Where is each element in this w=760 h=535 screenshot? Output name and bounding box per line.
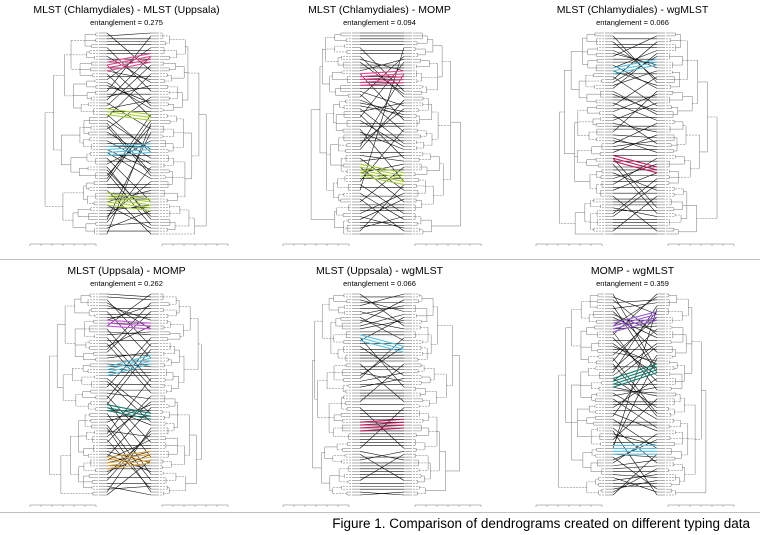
tanglegram [535,293,735,507]
panel-title: MLST (Chlamydiales) - wgMLST [556,4,709,16]
scale-axes [535,243,735,246]
leaf-labels [99,32,159,235]
cluster-highlights [612,58,658,174]
entanglement-label: entanglement = 0.094 [343,18,416,27]
dendrogram-pair [312,293,460,496]
panel-title: MOMP - wgMLST [590,265,675,277]
cluster-highlights [359,70,405,186]
tanglegram [282,293,482,507]
tanglegram [535,32,735,246]
dendrogram-pair [44,32,207,235]
panel-tanglegram: MLST (Chlamydiales) - MOMP entanglement … [253,0,506,257]
tanglegram [282,32,482,246]
panel-tanglegram: MOMP - wgMLST entanglement = 0.359 [506,261,759,518]
tanglegram [29,32,229,246]
scale-axes [535,504,735,507]
scale-axes [282,243,482,246]
dendrogram-pair [310,32,461,235]
entanglement-label: entanglement = 0.066 [596,18,669,27]
row-divider [0,259,760,260]
scale-axes [29,504,229,507]
caption-divider [0,512,760,513]
connector-lines [359,32,405,235]
entanglement-label: entanglement = 0.066 [343,279,416,288]
connector-lines [612,32,658,235]
cluster-highlights [359,334,405,432]
panel-title: MLST (Chlamydiales) - MOMP [308,4,451,16]
panel-tanglegram: MLST (Uppsala) - wgMLST entanglement = 0… [253,261,506,518]
leaf-labels [352,293,412,496]
dendrogram-pair [558,293,707,496]
panel-title: MLST (Uppsala) - wgMLST [315,265,443,277]
leaf-labels [605,32,665,235]
scale-axes [29,243,229,246]
panel-title: MLST (Uppsala) - MOMP [67,265,186,277]
entanglement-label: entanglement = 0.359 [596,279,669,288]
leaf-labels [99,293,159,496]
dendrogram-pair [559,32,718,235]
entanglement-label: entanglement = 0.262 [90,279,163,288]
panel-title: MLST (Chlamydiales) - MLST (Uppsala) [33,4,220,16]
tanglegram [29,293,229,507]
figure-caption: Figure 1. Comparison of dendrograms crea… [332,516,750,531]
cluster-highlights [612,310,658,455]
entanglement-label: entanglement = 0.275 [90,18,163,27]
dendrogram-pair [49,293,202,496]
panel-tanglegram: MLST (Uppsala) - MOMP entanglement = 0.2… [0,261,253,518]
cluster-highlights [106,319,152,470]
cluster-highlights [106,52,152,212]
panel-tanglegram: MLST (Chlamydiales) - MLST (Uppsala) ent… [0,0,253,257]
panel-tanglegram: MLST (Chlamydiales) - wgMLST entanglemen… [506,0,759,257]
leaf-labels [352,32,412,235]
scale-axes [282,504,482,507]
leaf-labels [605,293,665,496]
connector-lines [359,293,405,496]
